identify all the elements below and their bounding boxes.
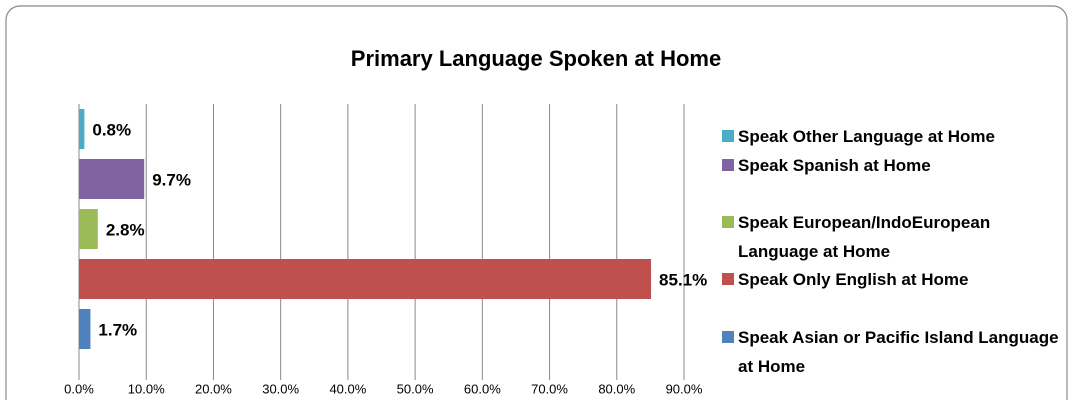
bar [79, 259, 652, 299]
bar [79, 159, 145, 199]
x-tick-label: 80.0% [598, 381, 635, 396]
bar [79, 209, 98, 249]
legend-swatch [722, 159, 734, 171]
legend-label: Speak Only English at Home [738, 270, 969, 289]
legend-label: Speak Other Language at Home [738, 127, 995, 146]
legend-swatch [722, 273, 734, 285]
legend-swatch [722, 216, 734, 228]
data-label: 9.7% [152, 170, 191, 189]
bar [79, 109, 85, 149]
x-tick-label: 50.0% [397, 381, 434, 396]
x-tick-label: 70.0% [531, 381, 568, 396]
x-tick-label: 40.0% [329, 381, 366, 396]
legend-item: Speak Only English at Home [722, 265, 1062, 294]
legend-label: Speak Asian or Pacific Island Language a… [738, 328, 1059, 376]
x-tick-label: 20.0% [195, 381, 232, 396]
chart-border [5, 5, 1068, 400]
data-label: 1.7% [98, 320, 137, 339]
x-tick-label: 10.0% [128, 381, 165, 396]
x-tick-label: 90.0% [666, 381, 703, 396]
legend-swatch [722, 331, 734, 343]
legend-label: Speak European/IndoEuropean Language at … [738, 213, 991, 261]
legend-item: Speak Other Language at Home [722, 122, 1062, 151]
data-label: 2.8% [106, 220, 145, 239]
data-label: 0.8% [92, 120, 131, 139]
legend-label: Speak Spanish at Home [738, 156, 931, 175]
data-label: 85.1% [659, 270, 707, 289]
x-tick-label: 30.0% [262, 381, 299, 396]
x-tick-label: 60.0% [464, 381, 501, 396]
x-tick-label: 0.0% [64, 381, 94, 396]
legend-swatch [722, 130, 734, 142]
legend-item: Speak Asian or Pacific Island Language a… [722, 323, 1062, 381]
bar [79, 309, 91, 349]
legend-item: Speak European/IndoEuropean Language at … [722, 208, 1062, 266]
chart-title: Primary Language Spoken at Home [351, 46, 721, 71]
legend-item: Speak Spanish at Home [722, 151, 1062, 180]
